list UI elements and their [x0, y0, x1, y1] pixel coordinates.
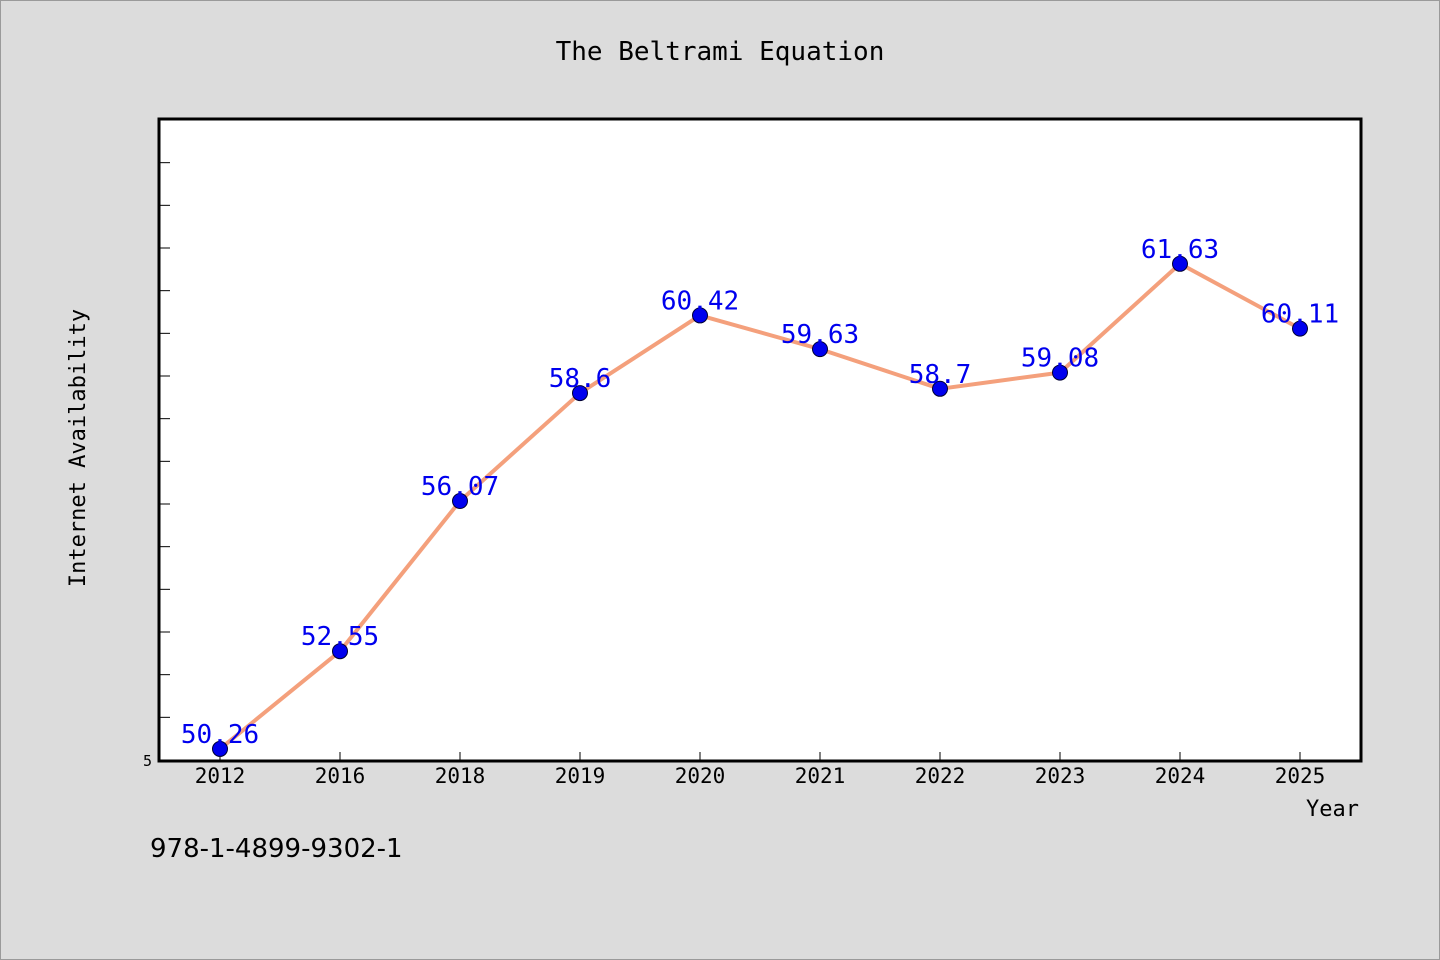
y-tick-label: 5 — [143, 752, 152, 770]
data-label: 52.55 — [301, 622, 379, 652]
data-point — [212, 740, 228, 757]
data-point — [1172, 255, 1188, 272]
data-label: 61.63 — [1141, 235, 1219, 265]
x-tick-label: 2016 — [315, 764, 366, 788]
x-tick-label: 2021 — [795, 764, 846, 788]
x-tick-label: 2023 — [1035, 764, 1086, 788]
data-label: 58.7 — [909, 360, 972, 390]
data-label: 60.42 — [661, 286, 739, 316]
chart-title: The Beltrami Equation — [556, 37, 885, 67]
data-label: 60.11 — [1261, 300, 1339, 330]
x-axis-ticks: 2012 2016 2018 2019 2020 2021 2022 2023 2024 2025 — [195, 752, 1326, 788]
data-label: 50.26 — [181, 720, 259, 750]
data-point — [1292, 320, 1308, 337]
data-label: 59.08 — [1021, 344, 1099, 374]
data-point — [1052, 364, 1068, 381]
x-tick-label: 2022 — [915, 764, 966, 788]
x-tick-label: 2025 — [1275, 764, 1326, 788]
y-axis-label: Internet Availability — [66, 309, 91, 587]
plot-area — [157, 117, 1363, 763]
data-label: 56.07 — [421, 472, 499, 502]
series-line — [218, 261, 1301, 751]
x-tick-label: 2024 — [1155, 764, 1206, 788]
data-point — [692, 307, 708, 324]
x-tick-label: 2018 — [435, 764, 486, 788]
x-tick-label: 2012 — [195, 764, 246, 788]
isbn-caption: 978-1-4899-9302-1 — [150, 834, 403, 864]
data-point — [332, 643, 348, 660]
data-point — [572, 385, 588, 402]
data-label: 58.6 — [549, 364, 612, 394]
series-layer: 50.26 52.55 56.07 58.6 60.42 59.63 58.7 59.08 61… — [181, 235, 1339, 757]
data-point — [932, 380, 948, 397]
data-point — [812, 341, 828, 358]
x-tick-label: 2020 — [675, 764, 726, 788]
data-label: 59.63 — [781, 320, 859, 350]
data-point — [452, 493, 468, 510]
x-axis-label: Year — [1306, 797, 1359, 822]
x-tick-label: 2019 — [555, 764, 606, 788]
y-axis-ticks — [160, 162, 170, 718]
